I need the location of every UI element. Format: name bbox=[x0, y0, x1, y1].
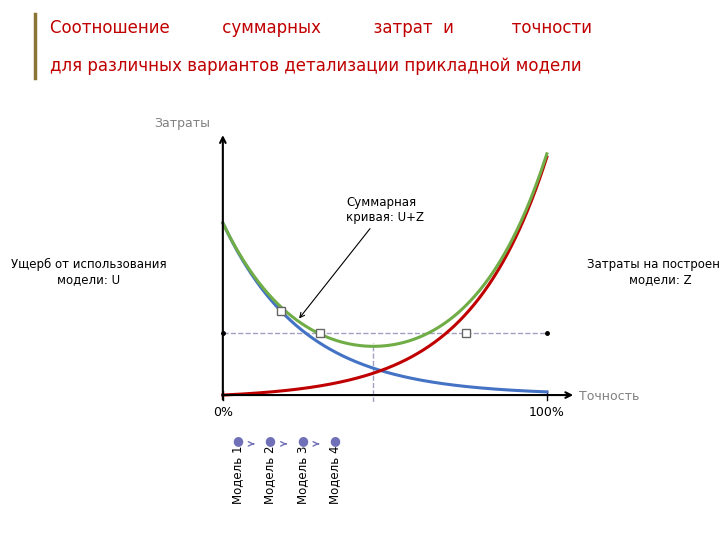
Text: 100%: 100% bbox=[529, 406, 564, 419]
Text: Модель 2: Модель 2 bbox=[264, 446, 276, 504]
Text: для различных вариантов детализации прикладной модели: для различных вариантов детализации прик… bbox=[50, 57, 582, 75]
Text: ●: ● bbox=[297, 434, 308, 447]
Text: Модель 1: Модель 1 bbox=[231, 446, 244, 504]
Text: ●: ● bbox=[329, 434, 341, 447]
Text: ●: ● bbox=[232, 434, 243, 447]
Text: Затраты: Затраты bbox=[154, 118, 210, 131]
Text: Точность: Точность bbox=[579, 390, 639, 403]
Text: Суммарная
кривая: U+Z: Суммарная кривая: U+Z bbox=[300, 195, 424, 318]
Text: Модель 4: Модель 4 bbox=[328, 446, 341, 504]
Text: Модель 3: Модель 3 bbox=[296, 446, 309, 504]
Text: 0%: 0% bbox=[213, 406, 233, 419]
Text: Затраты на построение
модели: Z: Затраты на построение модели: Z bbox=[587, 258, 720, 286]
Text: Ущерб от использования
модели: U: Ущерб от использования модели: U bbox=[11, 258, 166, 286]
Text: Соотношение          суммарных          затрат  и           точности: Соотношение суммарных затрат и точности bbox=[50, 19, 593, 37]
Text: ●: ● bbox=[264, 434, 276, 447]
